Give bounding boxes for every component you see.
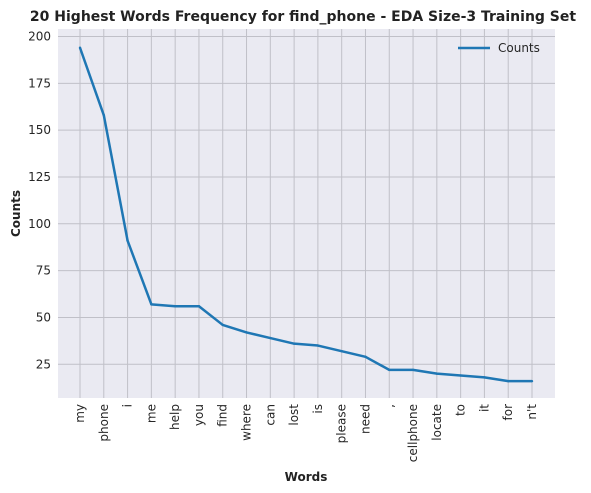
y-tick-label: 175 — [28, 76, 51, 90]
data-point — [483, 376, 485, 378]
data-point — [364, 356, 366, 358]
y-tick-label: 100 — [28, 217, 51, 231]
y-tick-label: 25 — [36, 357, 51, 371]
y-axis-label: Counts — [9, 190, 23, 237]
x-tick-label: to — [454, 404, 468, 416]
legend-label: Counts — [498, 41, 540, 55]
y-tick-label: 200 — [28, 29, 51, 43]
data-point — [174, 305, 176, 307]
x-tick-label: need — [358, 404, 372, 434]
x-tick-label: , — [382, 404, 396, 408]
data-point — [340, 350, 342, 352]
y-tick-label: 150 — [28, 123, 51, 137]
x-tick-label: phone — [97, 404, 111, 442]
x-tick-label: find — [216, 404, 230, 427]
data-point — [507, 380, 509, 382]
data-point — [436, 372, 438, 374]
data-point — [388, 369, 390, 371]
data-point — [245, 331, 247, 333]
x-tick-label: is — [311, 404, 325, 414]
data-point — [150, 303, 152, 305]
x-tick-label: cellphone — [406, 404, 420, 462]
x-tick-label: please — [335, 404, 349, 443]
x-tick-label: where — [240, 404, 254, 441]
x-axis: my phone i me help you find where can lost is pleas… — [73, 404, 539, 462]
y-axis: 25 50 75 100 125 150 175 200 — [28, 29, 51, 371]
x-tick-label: my — [73, 404, 87, 423]
data-point — [459, 374, 461, 376]
x-tick-label: it — [477, 404, 491, 412]
data-point — [103, 114, 105, 116]
y-tick-label: 75 — [36, 264, 51, 278]
plot-area — [58, 29, 555, 398]
x-tick-label: n't — [525, 404, 539, 420]
data-point — [198, 305, 200, 307]
x-tick-label: you — [192, 404, 206, 426]
data-point — [79, 47, 81, 49]
data-point — [269, 337, 271, 339]
data-point — [412, 369, 414, 371]
y-tick-label: 125 — [28, 170, 51, 184]
data-point — [317, 344, 319, 346]
x-tick-label: for — [501, 404, 515, 421]
data-point — [126, 239, 128, 241]
x-tick-label: i — [121, 404, 135, 407]
x-tick-label: me — [144, 404, 158, 423]
y-tick-label: 50 — [36, 310, 51, 324]
chart-title: 20 Highest Words Frequency for find_phon… — [30, 9, 576, 25]
data-point — [531, 380, 533, 382]
data-point — [222, 324, 224, 326]
data-point — [293, 342, 295, 344]
x-tick-label: locate — [430, 404, 444, 441]
x-tick-label: can — [263, 404, 277, 426]
x-tick-label: help — [168, 404, 182, 430]
x-tick-label: lost — [287, 404, 301, 426]
x-axis-label: Words — [285, 470, 328, 484]
